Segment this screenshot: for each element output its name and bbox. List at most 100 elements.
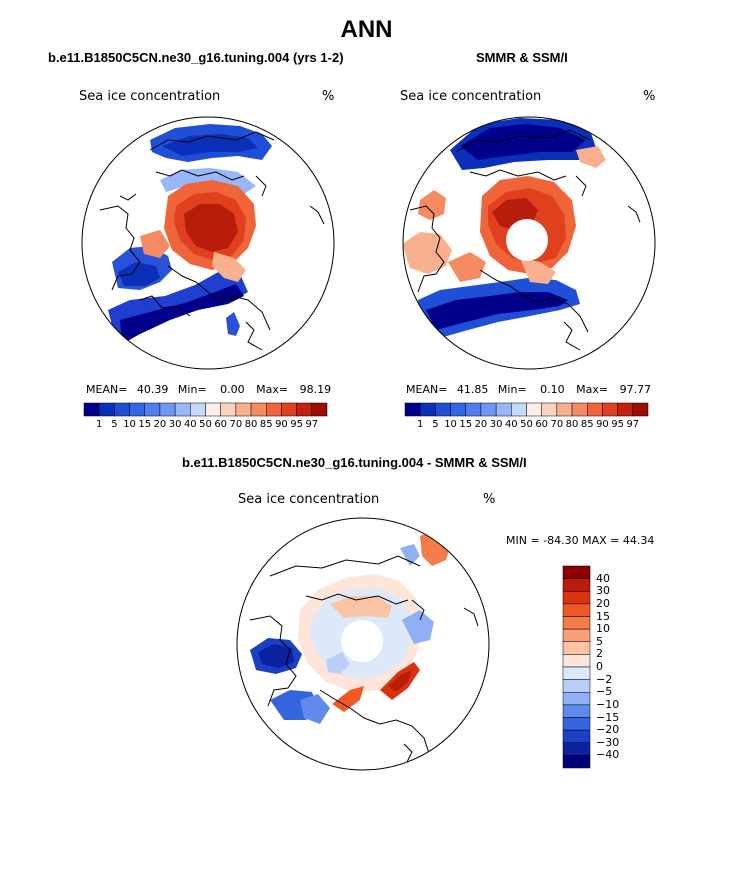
colorbar-2-swatch (465, 402, 482, 417)
colorbar-3-swatch (562, 704, 591, 718)
colorbar-3-tick-label: −10 (596, 697, 620, 711)
panel-1-title: b.e11.B1850C5CN.ne30_g16.tuning.004 (yrs… (48, 50, 344, 65)
colorbar-1-tick-label: 80 (244, 419, 258, 430)
colorbar-1-swatch (83, 402, 100, 417)
colorbar-2-tick-label: 95 (611, 419, 624, 430)
map-1 (82, 117, 334, 369)
colorbar-3-tick-label: 20 (596, 596, 610, 610)
colorbar-1-swatch (205, 402, 221, 417)
colorbar-2-swatch (556, 402, 573, 417)
colorbar-2-swatch (587, 402, 603, 417)
colorbar-1-swatch (250, 402, 267, 417)
colorbar-3-tick-label: 15 (596, 609, 610, 623)
map-2-border (402, 116, 656, 370)
panel-1-min: 0.00 (220, 383, 245, 396)
colorbar-1-tick-label: 20 (153, 419, 167, 430)
colorbar-3-swatch (562, 755, 591, 769)
colorbar-1-swatch (159, 402, 176, 417)
colorbar-2-tick-label: 85 (580, 419, 594, 430)
colorbar-2-swatch (435, 402, 451, 417)
panel-1-max: 98.19 (299, 383, 332, 396)
panel-2-min: 0.10 (540, 383, 565, 396)
colorbar-1-swatch (235, 402, 252, 417)
colorbar-3-tick-label: −30 (596, 735, 620, 749)
diff-title: b.e11.B1850C5CN.ne30_g16.tuning.004 - SM… (182, 455, 527, 470)
panel-2-mean: 41.85 (456, 383, 489, 396)
colorbar-2-tick-label: 90 (596, 419, 609, 430)
colorbar-3-tick-label: 2 (596, 647, 603, 661)
panel-1-mean: 40.39 (136, 383, 169, 396)
colorbar-1-swatch (114, 402, 130, 417)
colorbar-1-tick-label: 95 (290, 419, 303, 430)
colorbar-2-tick-label: 1 (417, 419, 424, 430)
colorbar-2-tick-label: 40 (504, 419, 518, 430)
colorbar-1-tick-label: 70 (229, 419, 243, 430)
colorbar-3-tick-label: 30 (596, 584, 610, 598)
map-3 (237, 518, 489, 770)
colorbar-3-swatch (562, 578, 591, 592)
colorbar-2-swatch (602, 402, 618, 417)
colorbar-3-swatch (562, 679, 591, 693)
map-1-border (81, 116, 335, 370)
colorbar-1-tick-label: 90 (275, 419, 288, 430)
colorbar-1-swatch (190, 402, 206, 417)
colorbar-3-tick-label: 5 (596, 634, 603, 648)
colorbar-3-swatch (562, 565, 591, 579)
panel-2-subtitle: Sea ice concentration (400, 89, 542, 104)
panel-1-mean-label: MEAN= (86, 383, 128, 396)
colorbar-2-swatch (571, 402, 588, 417)
colorbar-1-swatch (311, 402, 328, 417)
colorbar-1-tick-label: 97 (305, 419, 319, 430)
colorbar-2-swatch (495, 402, 512, 417)
colorbar-3-tick-label: −40 (596, 748, 620, 762)
panel-1-stats: MEAN= 40.39 Min= 0.00 Max= 98.19 (86, 383, 331, 396)
colorbar-1-swatch (266, 402, 282, 417)
panel-2-title: SMMR & SSM/I (476, 50, 568, 65)
colorbar-2-tick-label: 30 (489, 419, 503, 430)
colorbar-2-swatch (419, 402, 436, 417)
colorbar-3-swatch (562, 742, 591, 756)
colorbar-3-swatch (562, 692, 591, 706)
panel-2-max: 97.77 (619, 383, 652, 396)
panel-1-subtitle: Sea ice concentration (79, 89, 221, 104)
colorbar-1 (83, 402, 328, 417)
colorbar-2-swatch (617, 402, 634, 417)
colorbar-3-tick-label: −20 (596, 723, 620, 737)
colorbar-2-tick-label: 10 (444, 419, 457, 430)
colorbar-2-tick-label: 15 (459, 419, 473, 430)
colorbar-2-tick-label: 70 (550, 419, 564, 430)
panel-2-mean-label: MEAN= (406, 383, 448, 396)
colorbar-2-swatch (511, 402, 527, 417)
panel-2-min-label: Min= (497, 383, 527, 396)
colorbar-3-swatch (562, 641, 591, 655)
colorbar-3-swatch (562, 717, 591, 731)
panel-1-min-label: Min= (177, 383, 207, 396)
colorbar-2-tick-label: 50 (520, 419, 533, 430)
colorbar-2-swatch (632, 402, 649, 417)
colorbar-1-swatch (144, 402, 161, 417)
colorbar-3-tick-label: 0 (596, 660, 603, 673)
colorbar-2-swatch (526, 402, 542, 417)
panel-1-units: % (322, 89, 335, 104)
colorbar-3 (562, 565, 591, 769)
colorbar-3-tick-label: −15 (596, 710, 620, 724)
diff-minmax: MIN = -84.30 MAX = 44.34 (506, 534, 655, 547)
colorbar-2-swatch (450, 402, 466, 417)
colorbar-1-tick-label: 10 (123, 419, 136, 430)
colorbar-1-swatch (174, 402, 191, 417)
colorbar-2-swatch (404, 402, 421, 417)
colorbar-3-swatch (562, 666, 591, 680)
colorbar-3-swatch (562, 729, 591, 743)
colorbar-1-tick-label: 40 (183, 419, 197, 430)
colorbar-2-swatch (541, 402, 558, 417)
colorbar-1-tick-label: 15 (138, 419, 152, 430)
colorbar-1-tick-label: 50 (199, 419, 212, 430)
diff-subtitle: Sea ice concentration (238, 492, 380, 507)
panel-2-units: % (643, 89, 656, 104)
colorbar-3-swatch (562, 654, 591, 668)
colorbar-3-tick-label: 10 (596, 622, 610, 636)
colorbar-3-swatch (562, 603, 591, 617)
panel-1-max-label: Max= (256, 383, 289, 396)
colorbar-2-swatch (480, 402, 497, 417)
